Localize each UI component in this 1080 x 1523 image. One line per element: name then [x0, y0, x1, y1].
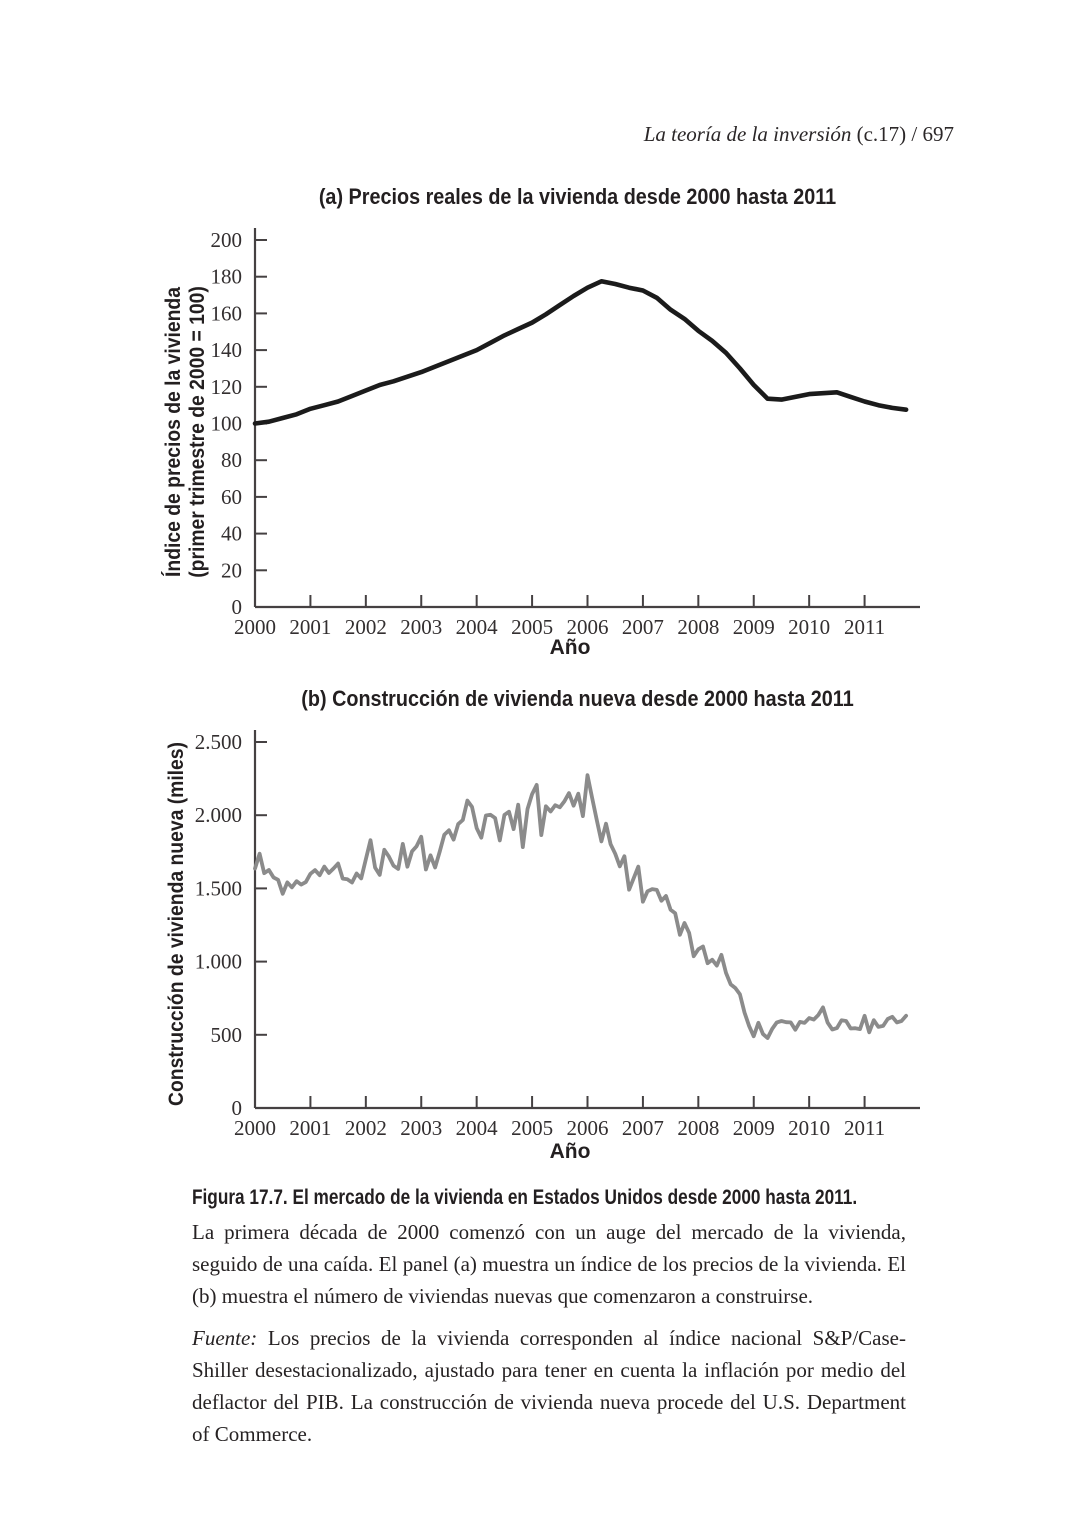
- x-tick-label: 2008: [677, 1116, 719, 1140]
- panel-b-x-axis-label: Año: [549, 1140, 591, 1163]
- x-tick-label: 2005: [511, 615, 553, 639]
- x-tick-label: 2001: [289, 1116, 331, 1140]
- panel-b-title: (b) Construcción de vivienda nueva desde…: [301, 686, 854, 711]
- panel-b-chart: 0 500 1.000 1.500 2.000 2.500 2000 2001 2002 2003…: [195, 730, 920, 1140]
- chapter-page-ref: (c.17) / 697: [851, 122, 954, 146]
- x-tick-label: 2010: [788, 615, 830, 639]
- y-tick-label: 0: [232, 1096, 243, 1120]
- x-tick-label: 2003: [400, 615, 442, 639]
- price-index-line: [252, 278, 909, 426]
- y-tick-label: 500: [211, 1023, 243, 1047]
- housing-starts-line: [253, 773, 908, 1040]
- figure-caption-body: La primera década de 2000 comenzó con un…: [192, 1220, 906, 1308]
- y-tick-label: 60: [221, 485, 242, 509]
- y-tick-label: 180: [211, 265, 243, 289]
- y-tick-label: 40: [221, 522, 242, 546]
- x-tick-label: 2007: [622, 1116, 664, 1140]
- y-tick-label: 1.000: [195, 950, 242, 974]
- x-tick-label: 2010: [788, 1116, 830, 1140]
- y-tick-label: 2.000: [195, 803, 242, 827]
- x-tick-label: 2009: [733, 615, 775, 639]
- x-tick-label: 2008: [677, 615, 719, 639]
- x-tick-label: 2002: [345, 615, 387, 639]
- y-tick-label: 160: [211, 301, 243, 325]
- panel-a-chart: 0 20 40 60 80 100 120 140 160 180 200 2000 2001 2002 2…: [211, 228, 920, 639]
- y-tick-label: 20: [221, 558, 242, 582]
- x-tick-label: 2003: [400, 1116, 442, 1140]
- x-tick-label: 2004: [456, 1116, 499, 1140]
- page-header: La teoría de la inversión (c.17) / 697: [644, 122, 954, 147]
- x-tick-label: 2007: [622, 615, 664, 639]
- y-tick-label: 200: [211, 228, 243, 252]
- y-tick-label: 80: [221, 448, 242, 472]
- y-tick-label: 2.500: [195, 730, 242, 754]
- x-tick-label: 2006: [567, 615, 609, 639]
- figure-caption-source-text: Los precios de la vivienda corresponden …: [192, 1326, 906, 1446]
- figure-caption-source: Fuente: Los precios de la vivienda corre…: [192, 1322, 906, 1450]
- panel-a-title: (a) Precios reales de la vivienda desde …: [318, 184, 837, 209]
- figure-caption-source-label: Fuente:: [192, 1326, 258, 1350]
- x-tick-label: 2000: [234, 1116, 276, 1140]
- x-tick-label: 2006: [567, 1116, 609, 1140]
- running-title: La teoría de la inversión: [643, 122, 852, 146]
- panel-a-x-axis-label: Año: [549, 636, 591, 659]
- x-tick-label: 2000: [234, 615, 276, 639]
- y-tick-label: 120: [211, 375, 243, 399]
- x-tick-label: 2005: [511, 1116, 553, 1140]
- x-tick-label: 2011: [844, 615, 885, 639]
- y-tick-label: 100: [211, 412, 243, 436]
- y-tick-label: 0: [232, 595, 243, 619]
- x-tick-label: 2004: [456, 615, 499, 639]
- x-tick-label: 2002: [345, 1116, 387, 1140]
- x-tick-label: 2011: [844, 1116, 885, 1140]
- y-tick-label: 140: [211, 338, 243, 362]
- figure-caption: Figura 17.7. El mercado de la vivienda e…: [192, 1186, 906, 1450]
- figure-caption-heading: Figura 17.7. El mercado de la vivienda e…: [192, 1186, 858, 1209]
- x-tick-label: 2001: [289, 615, 331, 639]
- y-tick-label: 1.500: [195, 876, 242, 900]
- x-tick-label: 2009: [733, 1116, 775, 1140]
